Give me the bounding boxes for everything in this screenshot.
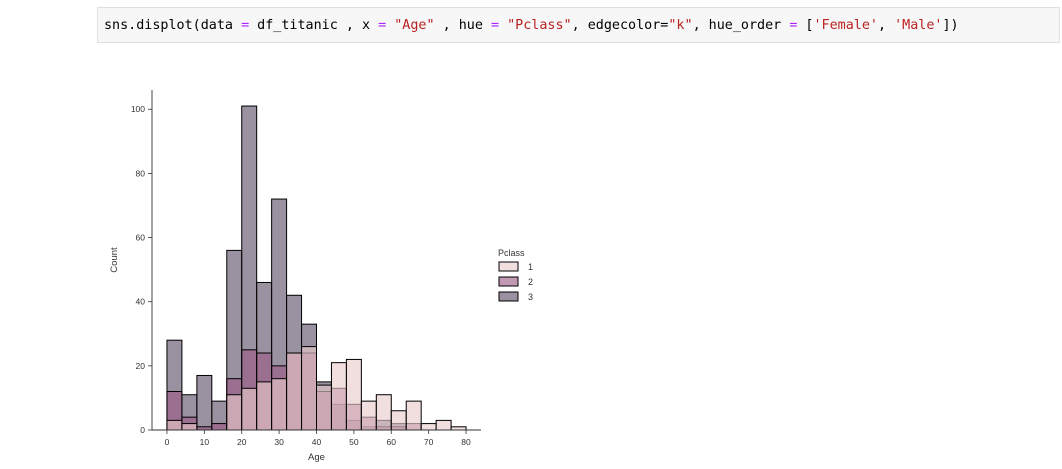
- x-tick-label: 60: [387, 437, 397, 447]
- legend-swatch-3: [498, 291, 519, 302]
- code-token: =: [789, 18, 798, 33]
- code-token: 'Male': [894, 18, 943, 33]
- y-tick-label: 40: [136, 297, 146, 307]
- bar-pclass-1: [360, 400, 377, 431]
- bar-pclass-1: [271, 378, 288, 431]
- x-tick-label: 10: [200, 437, 210, 447]
- y-tick-label: 20: [136, 361, 146, 371]
- legend-swatch-2: [498, 276, 519, 287]
- bar-pclass-1: [256, 381, 273, 431]
- bar-pclass-1: [226, 394, 243, 431]
- bar-pclass-2: [211, 423, 228, 431]
- bar-pclass-1: [316, 384, 332, 431]
- bar-pclass-1: [330, 362, 347, 431]
- legend-label-2: 2: [528, 277, 533, 287]
- bar-pclass-1: [450, 426, 467, 431]
- x-tick-label: 20: [237, 437, 247, 447]
- x-tick-label: 30: [274, 437, 284, 447]
- code-token: 'Female': [813, 18, 879, 33]
- y-tick-label: 60: [136, 233, 146, 243]
- code-token: "Pclass": [507, 18, 572, 33]
- code-token: [: [797, 18, 814, 33]
- code-token: "Age": [394, 18, 435, 33]
- bar-pclass-1: [405, 400, 422, 431]
- x-tick-label: 0: [165, 437, 170, 447]
- y-axis-label: Count: [109, 247, 120, 273]
- code-token: , hue_order: [692, 18, 790, 33]
- legend-title: Pclass: [498, 248, 525, 258]
- x-tick-label: 70: [424, 437, 434, 447]
- bar-pclass-1: [345, 358, 362, 431]
- y-tick-label: 80: [136, 168, 146, 178]
- code-token: =: [241, 18, 250, 33]
- code-token: sns.displot(data: [104, 18, 242, 33]
- bar-pclass-1: [390, 410, 407, 431]
- y-tick-label: 0: [140, 425, 145, 435]
- bars-group: [166, 105, 467, 431]
- code-token: =: [491, 18, 500, 33]
- code-token: ]): [942, 18, 959, 33]
- bar-pclass-3: [196, 374, 213, 431]
- bar-pclass-1: [166, 419, 183, 431]
- code-token: =: [378, 18, 387, 33]
- bar-pclass-1: [286, 352, 303, 431]
- bar-pclass-1: [375, 394, 392, 431]
- x-tick-label: 50: [349, 437, 359, 447]
- x-tick-label: 80: [461, 437, 471, 447]
- code-token: "k": [668, 18, 693, 33]
- x-axis-label: Age: [308, 452, 325, 463]
- y-tick-label: 100: [131, 104, 145, 114]
- code-token: , edgecolor=: [571, 18, 669, 33]
- bar-pclass-1: [420, 423, 437, 431]
- code-token: ,: [878, 18, 895, 33]
- code-line[interactable]: sns.displot(data = df_titanic , x = "Age…: [104, 17, 959, 35]
- bar-pclass-1: [435, 419, 452, 431]
- code-cell[interactable]: sns.displot(data = df_titanic , x = "Age…: [97, 7, 1060, 43]
- legend-swatch-1: [498, 261, 519, 272]
- bar-pclass-2: [196, 426, 213, 431]
- legend-label-3: 3: [528, 292, 533, 302]
- x-tick-label: 40: [312, 437, 322, 447]
- bar-pclass-1: [241, 387, 258, 431]
- code-token: df_titanic , x: [249, 18, 379, 33]
- bar-pclass-1: [301, 346, 317, 431]
- code-token: , hue: [434, 18, 491, 33]
- bar-pclass-1: [181, 423, 198, 431]
- legend-label-1: 1: [528, 262, 533, 272]
